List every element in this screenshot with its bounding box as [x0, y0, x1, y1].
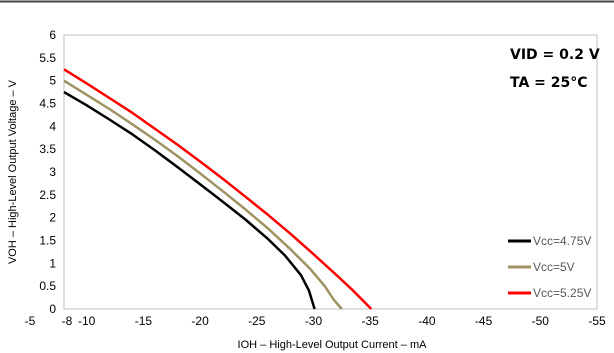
annotation-ta: TA = 25°C: [510, 75, 588, 91]
legend-label: Vcc=5.25V: [533, 286, 591, 300]
plot-area: [63, 34, 598, 310]
x-axis-title: IOH – High-Level Output Current – mA: [238, 339, 428, 351]
legend-label: Vcc=5V: [533, 260, 575, 274]
annotation-vid: VID = 0.2 V: [510, 47, 600, 63]
x-tick-label: -8: [62, 314, 73, 328]
plot-frame: [63, 34, 598, 310]
y-tick-label: 0.5: [39, 279, 56, 293]
x-tick-label: -25: [248, 314, 266, 328]
y-tick-label: 6: [49, 28, 56, 42]
y-tick-label: 3: [49, 165, 56, 179]
x-tick-label: -30: [305, 314, 323, 328]
y-tick-labels: 0 0.5 1 1.5 2 2.5 3 3.5 4 4.5 5 5.5 6: [39, 28, 56, 316]
x-tick-label: -50: [532, 314, 550, 328]
series-line-1: [63, 91, 316, 310]
x-tick-label: -20: [191, 314, 209, 328]
x-tick-label: -35: [362, 314, 380, 328]
y-axis-title: VOH – High-Level Output Voltage – V: [7, 79, 19, 264]
x-tick-label: -45: [475, 314, 493, 328]
series-line-3: [63, 68, 373, 310]
y-tick-label: 4.5: [39, 97, 56, 111]
y-tick-label: 4: [49, 119, 56, 133]
y-tick-label: 0: [49, 302, 56, 316]
y-tick-label: 1.5: [39, 234, 56, 248]
x-tick-labels: -8 -5 -10 -15 -20 -25 -30 -35 -40 -45 -50 -55: [25, 314, 606, 328]
y-tick-label: 2.5: [39, 188, 56, 202]
x-tick-label: -10: [78, 314, 96, 328]
series-layer: [63, 68, 373, 310]
legend-label: Vcc=4.75V: [533, 234, 591, 248]
y-tick-label: 5.5: [39, 51, 56, 65]
series-line-2: [63, 79, 343, 310]
y-tick-label: 5: [49, 74, 56, 88]
legend: Vcc=4.75V Vcc=5V Vcc=5.25V: [508, 234, 591, 300]
y-tick-label: 1: [49, 256, 56, 270]
x-tick-label: -55: [588, 314, 606, 328]
y-tick-label: 2: [49, 211, 56, 225]
x-tick-label: -15: [135, 314, 153, 328]
x-tick-label: -40: [418, 314, 436, 328]
x-tick-label: -5: [25, 314, 36, 328]
y-tick-label: 3.5: [39, 142, 56, 156]
